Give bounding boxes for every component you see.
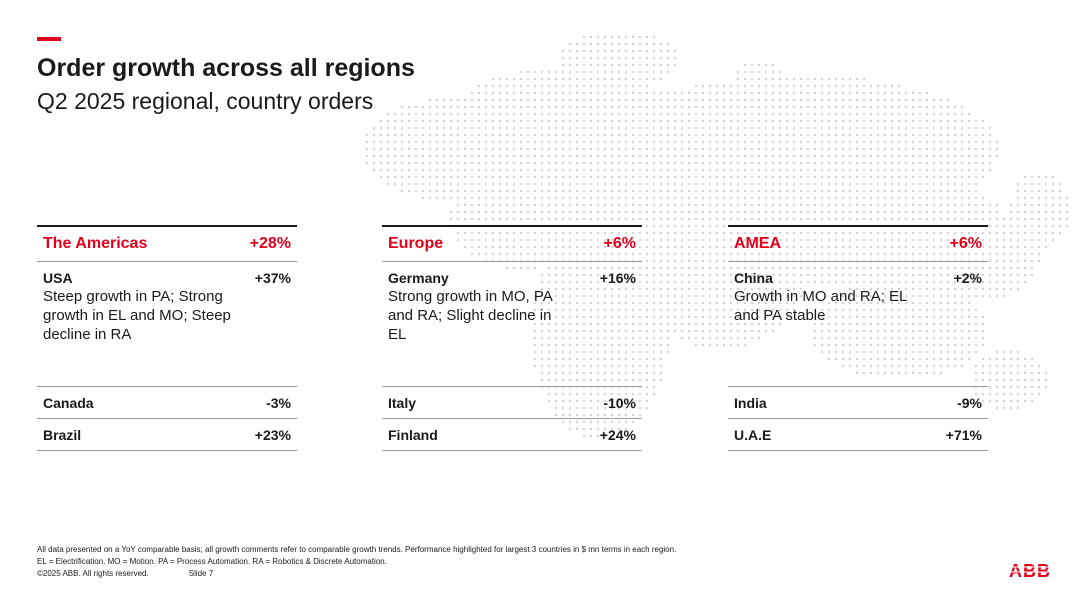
copyright: ©2025 ABB. All rights reserved. [37, 569, 149, 578]
country-growth: +24% [599, 426, 636, 443]
region-name: Europe [388, 235, 444, 252]
country-name: Finland [388, 426, 438, 443]
country-growth: -3% [266, 394, 291, 411]
country-comment: Growth in MO and RA; EL and PA stable [734, 288, 907, 324]
country-name: China [734, 270, 773, 286]
country-growth: +37% [254, 270, 291, 286]
country-growth: +71% [945, 426, 982, 443]
region-header: Europe +6% [382, 225, 642, 262]
country-growth: +23% [254, 426, 291, 443]
country-name: Brazil [43, 426, 82, 443]
region-name: The Americas [43, 235, 148, 252]
slide-title: Order growth across all regions [37, 54, 415, 82]
region-growth: +6% [949, 235, 982, 252]
region-header: AMEA +6% [728, 225, 988, 262]
country-growth: -10% [603, 394, 636, 411]
region-amea: AMEA +6% China +2% Growth in MO and RA; … [728, 225, 988, 451]
region-name: AMEA [734, 235, 782, 252]
region-growth: +28% [249, 235, 291, 252]
top-country: Germany +16% Strong growth in MO, PA and… [382, 262, 642, 387]
country-growth: +16% [599, 270, 636, 286]
country-row: Finland +24% [382, 419, 642, 451]
country-name: Germany [388, 270, 449, 286]
region-europe: Europe +6% Germany +16% Strong growth in… [382, 225, 642, 451]
region-header: The Americas +28% [37, 225, 297, 262]
abb-logo: ABB [1009, 561, 1057, 581]
country-growth: +2% [953, 270, 982, 286]
country-name: USA [43, 270, 73, 286]
footnote-line: All data presented on a YoY comparable b… [37, 545, 677, 554]
accent-bar [37, 37, 61, 41]
country-name: Italy [388, 394, 417, 411]
country-row: Brazil +23% [37, 419, 297, 451]
country-name: U.A.E [734, 426, 772, 443]
region-americas: The Americas +28% USA +37% Steep growth … [37, 225, 297, 451]
country-name: Canada [43, 394, 94, 411]
slide-number: Slide 7 [188, 569, 214, 578]
country-name: India [734, 394, 767, 411]
abb-logo-text: ABB [1009, 561, 1051, 581]
footnotes: All data presented on a YoY comparable b… [37, 544, 676, 580]
top-country: USA +37% Steep growth in PA; Strong grow… [37, 262, 297, 387]
footnote-line: EL = Electrification. MO = Motion. PA = … [37, 557, 387, 566]
top-country: China +2% Growth in MO and RA; EL and PA… [728, 262, 988, 387]
country-row: India -9% [728, 387, 988, 419]
country-comment: Steep growth in PA; Strong growth in EL … [43, 288, 231, 343]
region-growth: +6% [603, 235, 636, 252]
country-row: Italy -10% [382, 387, 642, 419]
country-row: U.A.E +71% [728, 419, 988, 451]
country-row: Canada -3% [37, 387, 297, 419]
country-growth: -9% [957, 394, 982, 411]
slide-subtitle: Q2 2025 regional, country orders [37, 88, 374, 114]
country-comment: Strong growth in MO, PA and RA; Slight d… [388, 288, 552, 343]
